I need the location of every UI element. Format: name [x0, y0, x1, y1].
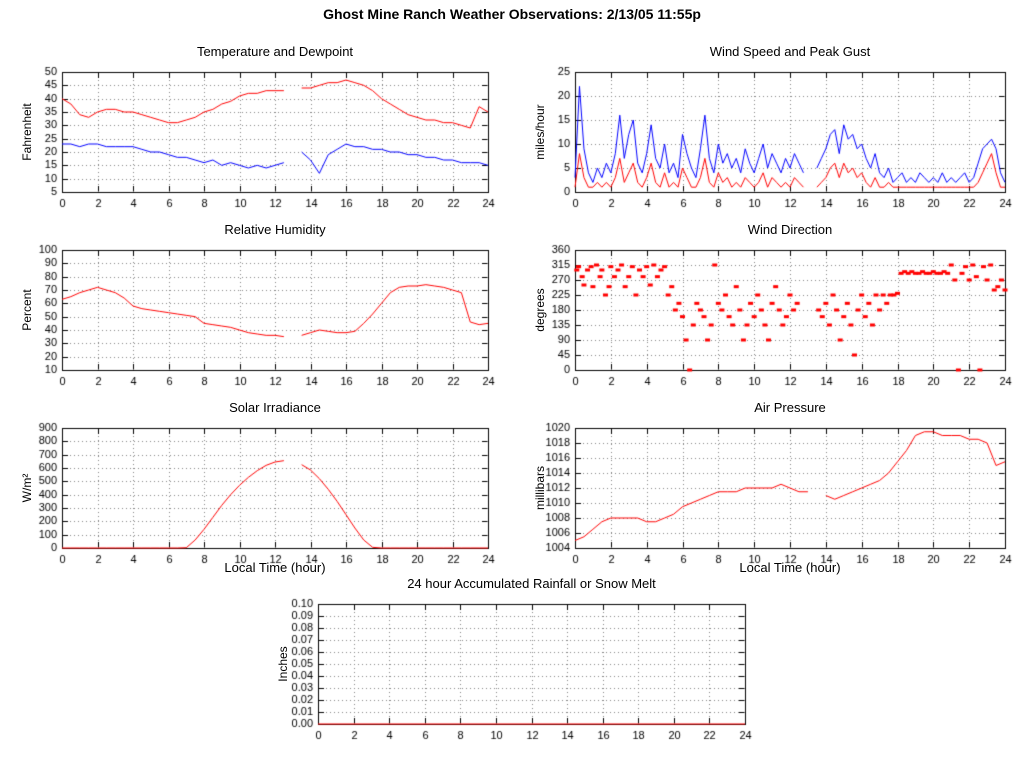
relative-humidity-plot — [14, 242, 500, 394]
solar-irradiance-plot — [14, 420, 500, 572]
chart-title-wind-direction: Wind Direction — [747, 222, 833, 237]
chart-title-rainfall: 24 hour Accumulated Rainfall or Snow Mel… — [407, 576, 656, 591]
rainfall-plot — [270, 596, 757, 748]
page-title: Ghost Mine Ranch Weather Observations: 2… — [323, 6, 701, 22]
chart-title-wind-speed-gust: Wind Speed and Peak Gust — [709, 44, 871, 59]
chart-title-solar-irradiance: Solar Irradiance — [229, 400, 321, 415]
chart-title-relative-humidity: Relative Humidity — [224, 222, 326, 237]
chart-title-air-pressure: Air Pressure — [754, 400, 826, 415]
x-axis-label-local-time-left: Local Time (hour) — [224, 560, 326, 575]
temperature-dewpoint-plot — [14, 64, 500, 216]
wind-speed-gust-plot — [527, 64, 1017, 216]
air-pressure-plot — [527, 420, 1017, 572]
wind-direction-plot — [527, 242, 1017, 394]
x-axis-label-local-time-right: Local Time (hour) — [739, 560, 841, 575]
chart-title-temperature-dewpoint: Temperature and Dewpoint — [196, 44, 354, 59]
